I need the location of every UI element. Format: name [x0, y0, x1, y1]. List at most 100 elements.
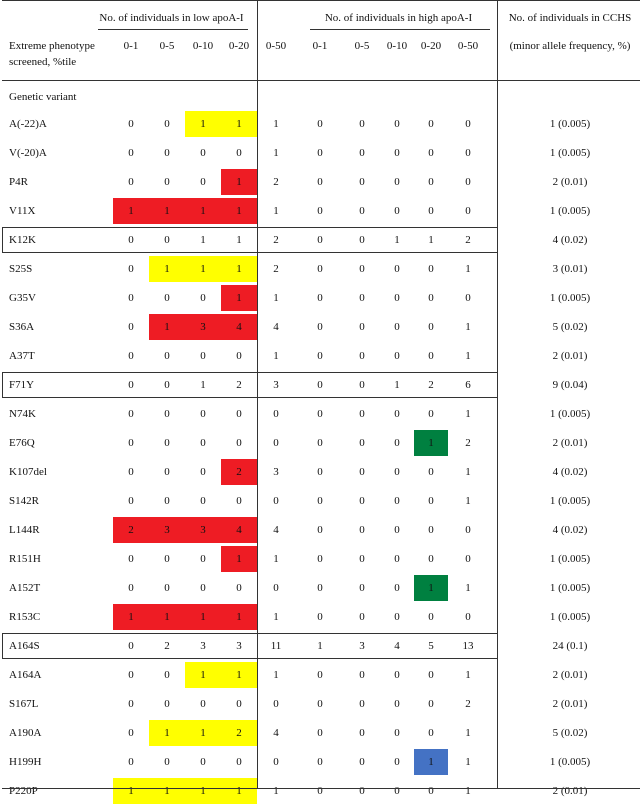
- low-value-cell: 1: [149, 198, 185, 224]
- high-value-cell: 6: [465, 379, 471, 391]
- low-value-cell: 2: [164, 640, 170, 652]
- low-value-cell: 3: [200, 640, 206, 652]
- high-value-cell: 0: [359, 582, 365, 594]
- high-value-cell: 1: [465, 263, 471, 275]
- variant-label: V(-20)A: [9, 147, 47, 159]
- low-value-cell: 0: [164, 669, 170, 681]
- variant-label: S142R: [9, 495, 39, 507]
- high-value-cell: 0: [428, 408, 434, 420]
- high-value-cell: 0: [465, 524, 471, 536]
- high-value-cell: 0: [317, 234, 323, 246]
- low-value-cell: 3: [185, 517, 221, 543]
- variant-label: G35V: [9, 292, 36, 304]
- low-value-cell: 1: [273, 118, 279, 130]
- phenotype-label-line1: Extreme phenotype: [9, 40, 95, 52]
- high-value-cell: 0: [359, 350, 365, 362]
- low-value-cell: 0: [200, 466, 206, 478]
- low-value-cell: 0: [128, 466, 134, 478]
- high-value-cell: 0: [317, 495, 323, 507]
- low-value-cell: 0: [164, 292, 170, 304]
- high-value-cell: 0: [317, 176, 323, 188]
- low-value-cell: 2: [221, 720, 257, 746]
- high-value-cell: 0: [317, 756, 323, 768]
- low-value-cell: 1: [113, 778, 149, 804]
- high-value-cell: 0: [359, 321, 365, 333]
- low-value-cell: 0: [236, 698, 242, 710]
- low-value-cell: 1: [200, 379, 206, 391]
- high-value-cell: 0: [359, 292, 365, 304]
- low-value-cell: 1: [221, 778, 257, 804]
- low-value-cell: 0: [128, 350, 134, 362]
- cchs-value-cell: 1 (0.005): [549, 408, 591, 420]
- high-apoa1-group-header: No. of individuals in high apoA-I: [324, 12, 473, 24]
- low-value-cell: 0: [164, 379, 170, 391]
- high-value-cell: 1: [317, 640, 323, 652]
- high-value-cell: 0: [394, 350, 400, 362]
- high-value-cell: 0: [359, 408, 365, 420]
- high-value-cell: 0: [394, 176, 400, 188]
- low-value-cell: 4: [273, 321, 279, 333]
- low-value-cell: 0: [236, 495, 242, 507]
- high-col-header: 0-50: [457, 40, 479, 52]
- high-value-cell: 0: [394, 205, 400, 217]
- cchs-value-cell: 24 (0.1): [552, 640, 588, 652]
- high-value-cell: 2: [465, 698, 471, 710]
- high-value-cell: 0: [359, 466, 365, 478]
- high-value-cell: 0: [359, 756, 365, 768]
- high-value-cell: 4: [394, 640, 400, 652]
- cchs-value-cell: 5 (0.02): [552, 321, 588, 333]
- cchs-value-cell: 2 (0.01): [552, 437, 588, 449]
- high-value-cell: 1: [465, 466, 471, 478]
- low-value-cell: 1: [185, 198, 221, 224]
- low-value-cell: 2: [113, 517, 149, 543]
- low-value-cell: 0: [236, 582, 242, 594]
- cchs-value-cell: 1 (0.005): [549, 292, 591, 304]
- low-value-cell: 1: [273, 785, 279, 797]
- low-value-cell: 0: [164, 118, 170, 130]
- low-value-cell: 1: [149, 314, 185, 340]
- high-value-cell: 0: [317, 553, 323, 565]
- low-value-cell: 0: [128, 553, 134, 565]
- low-value-cell: 0: [128, 495, 134, 507]
- low-value-cell: 0: [128, 118, 134, 130]
- high-value-cell: 1: [465, 350, 471, 362]
- low-value-cell: 1: [113, 198, 149, 224]
- cchs-value-cell: 3 (0.01): [552, 263, 588, 275]
- high-value-cell: 0: [428, 524, 434, 536]
- low-value-cell: 1: [185, 662, 221, 688]
- high-value-cell: 1: [394, 234, 400, 246]
- low-value-cell: 0: [200, 553, 206, 565]
- low-value-cell: 1: [273, 205, 279, 217]
- variant-label: P4R: [9, 176, 28, 188]
- low-value-cell: 0: [273, 408, 279, 420]
- low-value-cell: 1: [185, 111, 221, 137]
- high-value-cell: 0: [317, 118, 323, 130]
- cchs-value-cell: 4 (0.02): [552, 234, 588, 246]
- bottom-rule: [2, 788, 640, 789]
- low-value-cell: 0: [236, 408, 242, 420]
- high-value-cell: 1: [414, 575, 448, 601]
- low-value-cell: 0: [200, 350, 206, 362]
- section-label: Genetic variant: [9, 91, 77, 103]
- low-value-cell: 1: [273, 553, 279, 565]
- high-value-cell: 0: [428, 118, 434, 130]
- low-group-divider: [257, 0, 258, 788]
- high-value-cell: 1: [428, 234, 434, 246]
- cchs-value-cell: 9 (0.04): [552, 379, 588, 391]
- low-value-cell: 0: [164, 756, 170, 768]
- high-value-cell: 0: [359, 205, 365, 217]
- low-value-cell: 11: [270, 640, 282, 652]
- header-rule: [2, 80, 640, 81]
- low-value-cell: 0: [164, 408, 170, 420]
- low-value-cell: 1: [221, 604, 257, 630]
- high-group-underline: [310, 29, 490, 30]
- high-value-cell: 0: [394, 553, 400, 565]
- high-value-cell: 0: [428, 611, 434, 623]
- variant-label: A190A: [9, 727, 42, 739]
- low-value-cell: 0: [164, 466, 170, 478]
- low-value-cell: 0: [273, 698, 279, 710]
- low-value-cell: 0: [128, 437, 134, 449]
- high-value-cell: 2: [465, 437, 471, 449]
- high-value-cell: 1: [394, 379, 400, 391]
